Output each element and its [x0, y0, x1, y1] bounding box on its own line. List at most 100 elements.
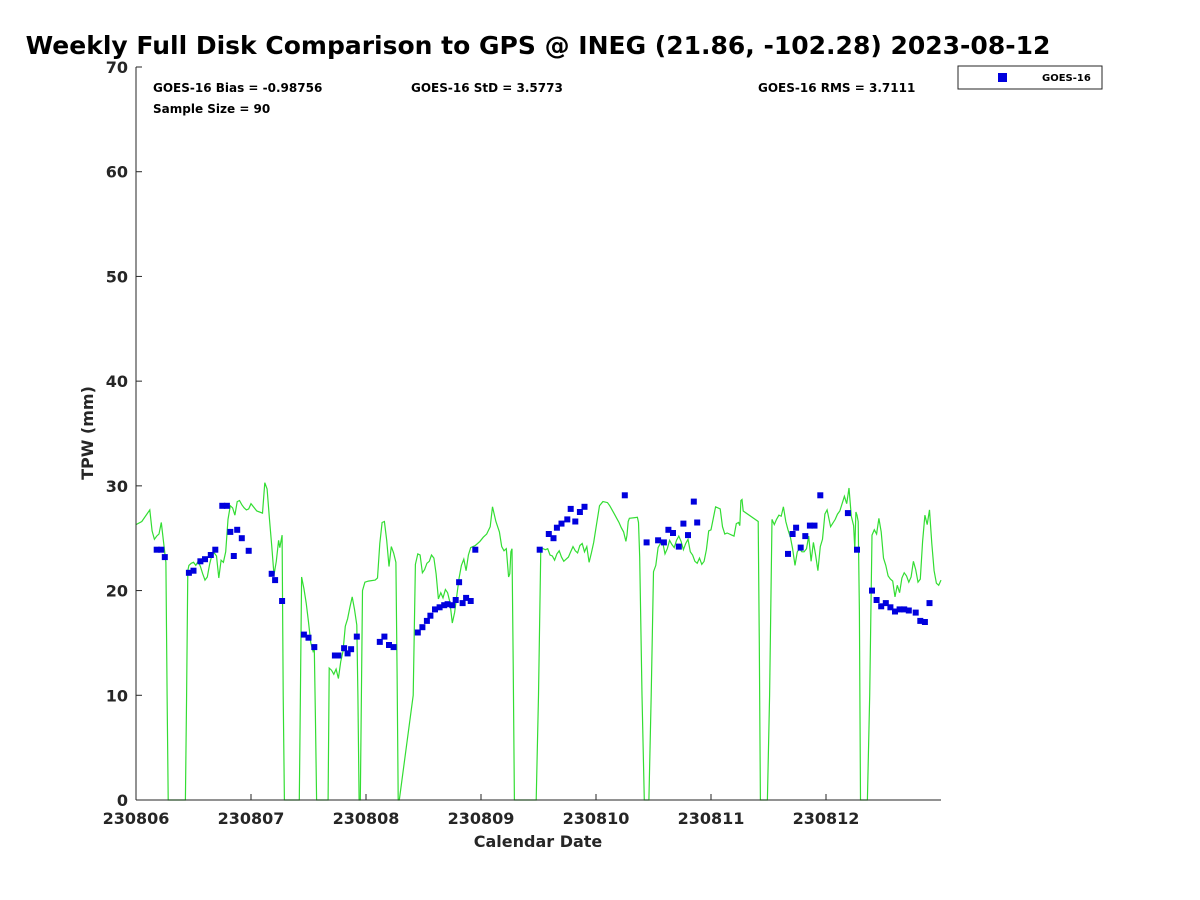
x-tick-label: 230810 — [563, 809, 630, 828]
goes-16-point — [896, 606, 903, 613]
goes-16-points-layer — [153, 492, 933, 659]
goes-16-point — [185, 569, 192, 576]
goes-16-point — [472, 546, 479, 553]
goes-16-point — [456, 579, 463, 586]
goes-16-point — [344, 650, 351, 657]
goes-16-point — [550, 535, 557, 542]
goes-16-point — [341, 645, 348, 652]
goes-16-point — [621, 492, 628, 499]
goes-16-point — [892, 608, 898, 615]
y-tick-label: 50 — [106, 267, 128, 286]
goes-16-point — [432, 606, 438, 613]
goes-16-point — [268, 570, 275, 577]
x-tick-label: 230808 — [333, 809, 400, 828]
goes-16-point — [234, 526, 241, 533]
goes-16-point — [655, 537, 662, 544]
goes-16-point — [153, 546, 160, 553]
goes-16-point — [905, 607, 912, 614]
goes-16-point — [536, 546, 543, 553]
goes-16-point — [660, 539, 667, 546]
goes-16-point — [414, 629, 421, 636]
goes-16-point — [158, 546, 165, 553]
legend: GOES-16 — [957, 65, 1103, 90]
goes-16-point — [190, 567, 197, 574]
goes-16-point — [670, 530, 676, 536]
bias-stat: GOES-16 Bias = -0.98756 — [153, 81, 322, 95]
goes-16-point — [272, 577, 279, 584]
goes-16-point — [869, 587, 875, 594]
goes-16-point — [197, 558, 204, 565]
goes-16-point — [917, 617, 924, 624]
y-tick-label: 30 — [106, 477, 128, 496]
goes-16-point — [230, 553, 237, 559]
goes-16-point — [212, 546, 219, 553]
chart-title: Weekly Full Disk Comparison to GPS @ INE… — [26, 31, 1051, 60]
goes-16-point — [844, 510, 851, 517]
y-ticks: 0 10 20 30 40 50 60 70 — [106, 58, 142, 810]
goes-16-point — [467, 598, 474, 604]
y-tick-label: 0 — [117, 791, 128, 810]
goes-16-point — [419, 624, 426, 631]
goes-16-point — [817, 492, 824, 499]
goes-16-point — [423, 617, 430, 624]
goes-16-point — [376, 638, 383, 645]
goes-16-point — [381, 633, 388, 640]
goes-16-point — [202, 556, 208, 563]
goes-16-point — [878, 603, 885, 610]
goes-16-point — [436, 604, 443, 611]
x-ticks: 230806 230807 230808 230809 230810 230811 2308… — [103, 794, 860, 828]
goes-16-point — [567, 505, 574, 512]
rms-stat: GOES-16 RMS = 3.7111 — [758, 81, 915, 95]
goes-16-point — [311, 644, 318, 651]
goes-16-point — [238, 535, 245, 542]
x-tick-label: 230809 — [448, 809, 515, 828]
gps-line-layer — [135, 482, 942, 801]
goes-16-point — [207, 552, 214, 558]
std-stat: GOES-16 StD = 3.5773 — [411, 81, 563, 95]
goes-16-point — [680, 520, 687, 527]
y-tick-label: 40 — [106, 372, 128, 391]
x-tick-label: 230807 — [218, 809, 285, 828]
legend-label: GOES-16 — [1042, 73, 1091, 84]
goes-16-point — [300, 631, 307, 638]
goes-16-point — [572, 518, 579, 525]
goes-16-point — [873, 597, 880, 603]
y-tick-label: 20 — [106, 582, 128, 601]
goes-16-point — [576, 509, 583, 515]
goes-16-point — [690, 498, 697, 505]
goes-16-point — [564, 516, 571, 523]
goes-16-point — [675, 543, 682, 550]
y-tick-label: 70 — [106, 58, 128, 77]
goes-16-point — [427, 612, 434, 619]
goes-16-point — [806, 522, 813, 529]
goes-16-point — [335, 652, 342, 659]
goes-16-point — [553, 524, 560, 531]
x-tick-label: 230806 — [103, 809, 170, 828]
goes-16-point — [802, 533, 809, 540]
goes-16-point — [912, 609, 919, 616]
goes-16-point — [305, 634, 312, 641]
y-axis-label: TPW (mm) — [78, 386, 97, 480]
goes-16-point — [797, 544, 804, 551]
goes-16-point — [386, 642, 392, 648]
legend-box — [957, 65, 1103, 90]
goes-16-point — [921, 619, 928, 625]
goes-16-point — [223, 502, 230, 509]
x-tick-label: 230812 — [793, 809, 860, 828]
goes-16-point — [643, 539, 650, 546]
goes-16-point — [444, 601, 451, 608]
goes-16-point — [390, 644, 397, 651]
y-tick-label: 10 — [106, 686, 128, 705]
goes-16-point — [854, 546, 860, 553]
goes-16-point — [901, 606, 908, 613]
goes-16-point — [227, 528, 234, 535]
goes-16-point — [811, 522, 818, 529]
x-tick-label: 230811 — [678, 809, 745, 828]
goes-16-point — [463, 594, 470, 601]
goes-16-point — [581, 503, 588, 510]
x-axis-label: Calendar Date — [474, 832, 603, 851]
goes-16-point — [441, 602, 448, 609]
y-tick-label: 60 — [106, 163, 128, 182]
goes-16-point — [331, 652, 338, 659]
goes-16-point — [245, 547, 252, 554]
